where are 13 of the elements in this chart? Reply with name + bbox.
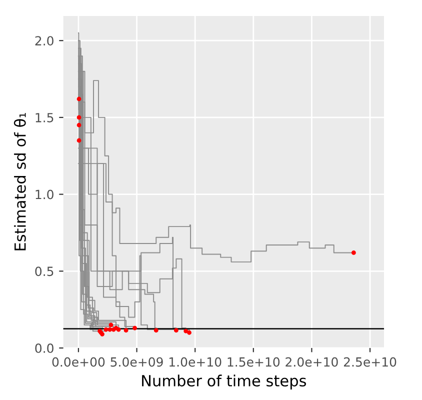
x-tick-label: 1.0e+10 xyxy=(169,357,222,367)
y-tick-label: 1.5 xyxy=(36,113,54,122)
y-axis-title: Estimated sd of θ₁ xyxy=(14,113,26,250)
y-tick-label: 0.5 xyxy=(35,266,54,276)
x-tick-label: 0.0e+00 xyxy=(52,357,105,367)
y-tick-label: 2.0 xyxy=(35,36,54,46)
y-tick-label: 0.0 xyxy=(35,343,54,353)
x-tick-label: 2.5e+10 xyxy=(344,357,396,367)
x-axis-title: Number of time steps xyxy=(142,374,306,390)
x-tick-label: 1.5e+10 xyxy=(228,357,280,367)
x-tick-label: 5.0e+09 xyxy=(110,357,163,367)
y-tick-label: 1.0 xyxy=(36,190,54,200)
x-tick-label: 2.0e+10 xyxy=(286,357,338,367)
